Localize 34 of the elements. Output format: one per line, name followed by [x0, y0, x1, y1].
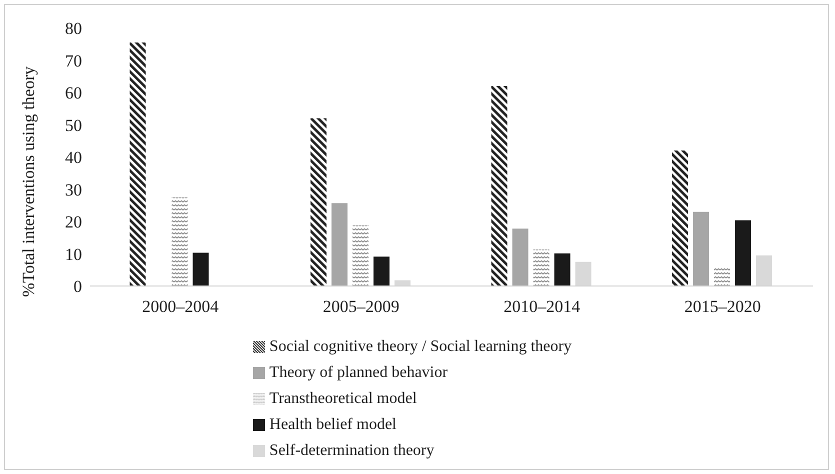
- y-axis-title: %Total interventions using theory: [19, 66, 38, 297]
- bar: [714, 268, 730, 286]
- bar: [374, 256, 390, 286]
- bar: [735, 220, 752, 286]
- legend-label: Health belief model: [269, 416, 396, 433]
- x-tick-label: 2005–2009: [322, 297, 400, 316]
- bar: [533, 250, 550, 286]
- y-tick-label: 0: [74, 277, 82, 296]
- x-tick-label: 2015–2020: [684, 297, 761, 316]
- y-tick-label: 40: [65, 148, 82, 168]
- bar: [693, 212, 710, 286]
- bar: [130, 42, 146, 286]
- y-tick-label: 30: [65, 180, 82, 200]
- x-tick-label: 2000–2004: [142, 297, 220, 316]
- bar: [310, 118, 327, 286]
- bar: [491, 86, 508, 286]
- legend-label: Transtheoretical model: [269, 390, 417, 407]
- y-tick-label: 60: [65, 84, 82, 103]
- legend-label: Theory of planned behavior: [269, 364, 448, 381]
- legend-label: Social cognitive theory / Social learning theory: [269, 338, 572, 355]
- y-tick-label: 10: [65, 244, 82, 264]
- legend-label: Self-determination theory: [269, 442, 434, 459]
- y-tick-label: 20: [65, 212, 82, 232]
- bar: [332, 203, 348, 286]
- bar: [672, 150, 688, 286]
- bar: [352, 225, 369, 286]
- bar: [554, 253, 570, 286]
- bar: [512, 228, 528, 286]
- y-tick-label: 50: [65, 116, 82, 135]
- x-tick-label: 2010–2014: [504, 297, 581, 316]
- y-tick-label: 80: [65, 19, 82, 38]
- bar: [172, 197, 188, 286]
- bar: [192, 252, 209, 286]
- y-tick-label: 70: [65, 51, 82, 70]
